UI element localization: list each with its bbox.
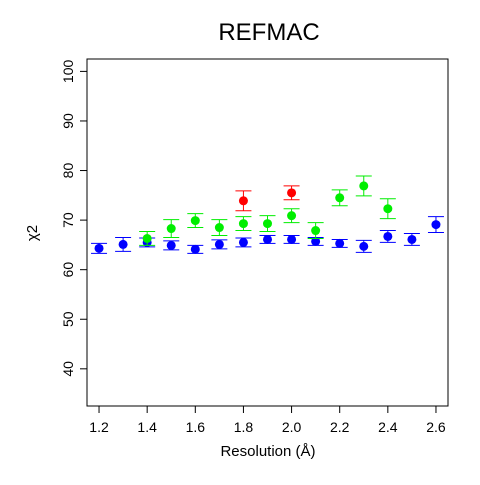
data-point-group xyxy=(211,219,228,236)
data-point-group xyxy=(211,239,228,250)
x-axis-title: Resolution (Å) xyxy=(220,443,315,460)
data-point xyxy=(311,226,321,236)
data-point xyxy=(263,234,272,244)
x-tick-label: 1.8 xyxy=(234,419,254,435)
data-point-group xyxy=(355,239,372,253)
data-point xyxy=(214,223,224,233)
data-point xyxy=(166,224,176,234)
data-point xyxy=(359,241,369,251)
data-point xyxy=(407,234,417,244)
data-point-group xyxy=(163,219,180,238)
x-tick-label: 2.0 xyxy=(282,419,302,435)
data-point-group xyxy=(283,208,300,224)
data-point-group xyxy=(235,190,252,212)
y-tick-label: 70 xyxy=(60,212,76,228)
data-point xyxy=(214,239,224,249)
data-point-group xyxy=(379,198,396,220)
data-point xyxy=(94,243,104,253)
data-point xyxy=(263,219,272,229)
data-point-group xyxy=(331,189,348,207)
y-tick-label: 80 xyxy=(60,163,76,179)
y-tick-label: 60 xyxy=(60,262,76,278)
y-tick-label: 100 xyxy=(60,60,76,84)
data-point xyxy=(142,233,152,243)
data-point-group xyxy=(91,242,108,254)
data-point xyxy=(238,219,248,229)
data-point-group xyxy=(331,238,348,248)
x-tick-label: 2.4 xyxy=(378,419,398,435)
data-point xyxy=(287,188,297,198)
data-point-group xyxy=(115,236,132,252)
data-point-group xyxy=(403,232,420,246)
data-point xyxy=(311,236,321,246)
data-point-group xyxy=(187,244,204,254)
x-axis: 1.2 1.4 1.6 1.8 2.0 2.2 2.4 2.6 xyxy=(89,405,446,435)
x-tick-label: 1.6 xyxy=(186,419,206,435)
data-point xyxy=(190,244,200,254)
chart-title: REFMAC xyxy=(218,19,319,46)
data-point xyxy=(118,239,128,249)
x-tick-label: 2.6 xyxy=(426,419,446,435)
data-point-group xyxy=(283,234,300,244)
x-tick-label: 1.2 xyxy=(89,419,109,435)
data-point xyxy=(335,238,345,248)
data-point-group xyxy=(355,175,372,197)
data-point-group xyxy=(139,231,156,246)
data-point-group xyxy=(259,234,276,244)
data-point-group xyxy=(379,230,396,243)
y-axis: 40 50 60 70 80 90 100 xyxy=(60,60,88,377)
data-point xyxy=(383,204,393,214)
data-point-group xyxy=(427,216,444,233)
data-marks xyxy=(91,175,444,254)
data-point xyxy=(431,220,441,230)
y-axis-title: χ2 xyxy=(24,225,41,241)
data-point-group xyxy=(283,185,300,201)
data-point-group xyxy=(187,213,204,229)
data-point xyxy=(238,237,248,247)
data-point xyxy=(287,211,297,221)
plot-area xyxy=(86,58,449,407)
data-point-group xyxy=(307,222,324,239)
data-point xyxy=(190,216,200,226)
data-point-group xyxy=(235,216,252,232)
data-point xyxy=(335,193,345,203)
y-tick-label: 90 xyxy=(60,113,76,129)
data-point xyxy=(238,196,248,206)
x-tick-label: 2.2 xyxy=(330,419,350,435)
data-point-group xyxy=(235,237,252,248)
data-point xyxy=(383,231,393,241)
data-point xyxy=(359,181,369,191)
y-tick-label: 50 xyxy=(60,311,76,327)
data-point-group xyxy=(163,240,180,251)
y-tick-label: 40 xyxy=(60,361,76,377)
data-point xyxy=(166,240,176,250)
x-tick-label: 1.4 xyxy=(137,419,157,435)
data-point-group xyxy=(259,215,276,233)
data-point xyxy=(287,234,297,244)
